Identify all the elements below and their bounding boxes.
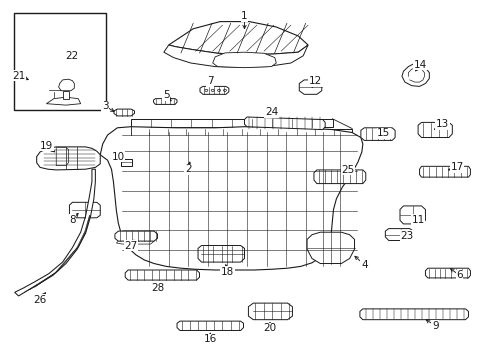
Text: 21: 21 — [12, 71, 25, 81]
Text: 4: 4 — [360, 260, 367, 270]
Polygon shape — [163, 45, 307, 67]
Polygon shape — [131, 129, 351, 135]
Text: 20: 20 — [263, 323, 276, 333]
Text: 9: 9 — [431, 321, 438, 331]
Polygon shape — [244, 117, 325, 130]
Polygon shape — [419, 166, 469, 177]
Text: 26: 26 — [33, 294, 47, 305]
Polygon shape — [248, 303, 292, 320]
Text: 2: 2 — [184, 164, 191, 174]
Polygon shape — [153, 99, 177, 104]
Text: 3: 3 — [102, 101, 108, 111]
Polygon shape — [114, 109, 134, 116]
Polygon shape — [425, 268, 469, 278]
Polygon shape — [359, 309, 468, 320]
Text: 22: 22 — [65, 51, 79, 61]
Polygon shape — [417, 122, 451, 138]
Polygon shape — [399, 206, 425, 224]
Polygon shape — [168, 22, 307, 55]
Polygon shape — [177, 321, 243, 330]
Polygon shape — [360, 128, 394, 140]
Polygon shape — [306, 232, 354, 264]
Polygon shape — [37, 147, 100, 170]
Polygon shape — [15, 169, 95, 296]
Polygon shape — [200, 86, 228, 94]
Text: 25: 25 — [341, 165, 354, 175]
Polygon shape — [299, 80, 321, 94]
Text: 19: 19 — [40, 141, 53, 151]
Polygon shape — [116, 241, 154, 244]
Polygon shape — [56, 148, 68, 166]
Polygon shape — [125, 270, 199, 280]
Text: 12: 12 — [308, 76, 322, 86]
Text: 23: 23 — [399, 231, 413, 241]
Text: 28: 28 — [150, 283, 164, 293]
Text: 24: 24 — [264, 107, 278, 117]
Polygon shape — [69, 202, 100, 218]
Text: 10: 10 — [112, 152, 124, 162]
Text: 16: 16 — [203, 334, 217, 344]
Text: 13: 13 — [435, 119, 448, 129]
Polygon shape — [131, 119, 332, 127]
Polygon shape — [212, 52, 276, 68]
Text: 15: 15 — [376, 128, 390, 138]
Polygon shape — [313, 170, 365, 184]
Text: 18: 18 — [220, 267, 234, 277]
Polygon shape — [115, 231, 157, 241]
Text: 1: 1 — [241, 11, 247, 21]
Text: 27: 27 — [124, 240, 138, 251]
Text: 7: 7 — [206, 76, 213, 86]
Text: 11: 11 — [410, 215, 424, 225]
Bar — [14, 13, 105, 110]
Polygon shape — [100, 127, 362, 270]
Text: 5: 5 — [163, 90, 169, 100]
Text: 14: 14 — [413, 60, 427, 70]
Polygon shape — [62, 91, 69, 99]
Polygon shape — [198, 246, 244, 262]
Polygon shape — [46, 97, 81, 105]
Polygon shape — [385, 229, 412, 240]
Polygon shape — [121, 159, 132, 166]
Text: 6: 6 — [455, 270, 462, 280]
Text: 17: 17 — [449, 162, 463, 172]
Polygon shape — [401, 64, 428, 86]
Text: 8: 8 — [69, 215, 76, 225]
Polygon shape — [59, 79, 74, 91]
